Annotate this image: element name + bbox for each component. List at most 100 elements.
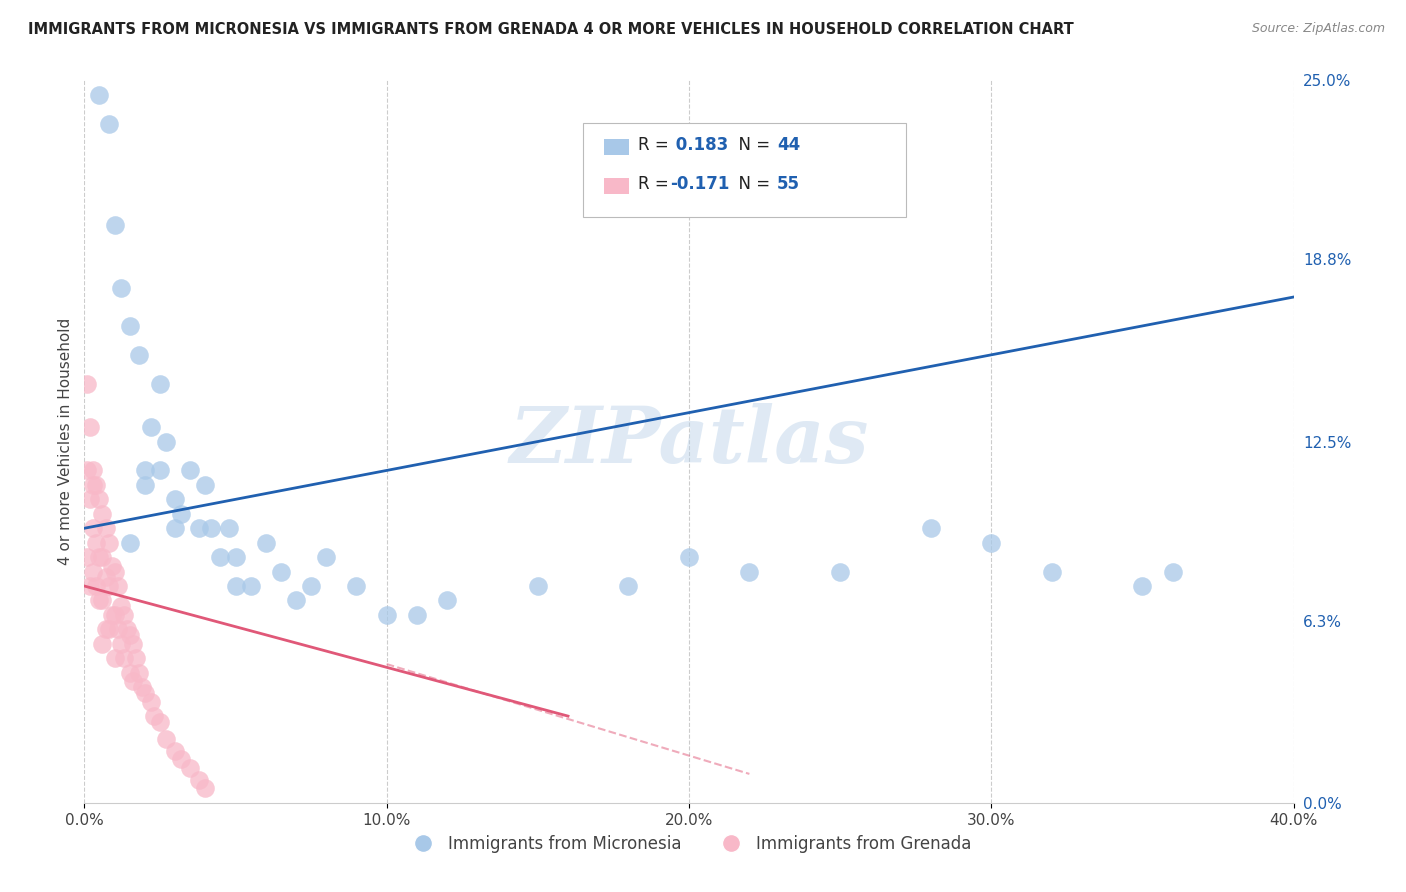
Point: [436, 593, 458, 607]
Point: [194, 781, 217, 796]
Point: [239, 579, 262, 593]
Point: [149, 463, 172, 477]
Point: [104, 565, 127, 579]
Point: [115, 623, 138, 637]
Point: [112, 651, 135, 665]
Point: [738, 565, 761, 579]
Point: [346, 579, 368, 593]
Point: [179, 761, 201, 775]
Point: [617, 579, 640, 593]
Text: 0.183: 0.183: [671, 136, 728, 154]
Text: Source: ZipAtlas.com: Source: ZipAtlas.com: [1251, 22, 1385, 36]
Point: [91, 593, 114, 607]
Point: [76, 550, 98, 565]
Point: [225, 579, 247, 593]
Point: [118, 318, 141, 333]
Point: [254, 535, 277, 549]
Text: IMMIGRANTS FROM MICRONESIA VS IMMIGRANTS FROM GRENADA 4 OR MORE VEHICLES IN HOUS: IMMIGRANTS FROM MICRONESIA VS IMMIGRANTS…: [28, 22, 1074, 37]
Point: [149, 376, 172, 391]
Point: [121, 637, 143, 651]
Point: [225, 550, 247, 565]
Legend: Immigrants from Micronesia, Immigrants from Grenada: Immigrants from Micronesia, Immigrants f…: [399, 828, 979, 860]
Point: [375, 607, 398, 622]
Point: [79, 420, 101, 434]
Point: [110, 637, 132, 651]
Point: [134, 686, 156, 700]
Point: [91, 507, 114, 521]
Point: [94, 570, 117, 584]
Point: [118, 628, 141, 642]
Point: [165, 744, 187, 758]
Point: [89, 593, 111, 607]
Text: R =: R =: [638, 136, 673, 154]
Point: [188, 521, 211, 535]
Y-axis label: 4 or more Vehicles in Household: 4 or more Vehicles in Household: [58, 318, 73, 566]
Point: [97, 117, 120, 131]
Point: [165, 521, 187, 535]
Point: [1161, 565, 1184, 579]
Point: [170, 752, 193, 766]
Point: [97, 623, 120, 637]
Point: [920, 521, 942, 535]
Point: [97, 535, 120, 549]
Point: [830, 565, 852, 579]
Point: [299, 579, 322, 593]
Point: [86, 535, 108, 549]
Point: [128, 348, 150, 362]
Point: [678, 550, 700, 565]
Point: [82, 565, 104, 579]
Text: 44: 44: [776, 136, 800, 154]
Point: [82, 463, 104, 477]
Point: [134, 463, 156, 477]
Point: [1040, 565, 1063, 579]
Point: [107, 623, 129, 637]
Point: [188, 772, 211, 787]
Text: -0.171: -0.171: [671, 175, 730, 193]
Point: [86, 478, 108, 492]
Point: [170, 507, 193, 521]
Point: [134, 478, 156, 492]
Point: [200, 521, 222, 535]
Point: [79, 492, 101, 507]
Point: [86, 579, 108, 593]
Point: [104, 651, 127, 665]
Point: [94, 623, 117, 637]
Point: [149, 714, 172, 729]
Point: [100, 558, 122, 573]
Point: [527, 579, 550, 593]
Point: [128, 665, 150, 680]
Point: [89, 87, 111, 102]
Point: [270, 565, 292, 579]
Point: [179, 463, 201, 477]
Point: [121, 674, 143, 689]
Point: [76, 376, 98, 391]
Text: R =: R =: [638, 175, 673, 193]
Point: [155, 434, 177, 449]
Point: [91, 637, 114, 651]
Point: [406, 607, 429, 622]
Point: [285, 593, 308, 607]
Point: [194, 478, 217, 492]
Point: [980, 535, 1002, 549]
Point: [89, 492, 111, 507]
Point: [76, 463, 98, 477]
Point: [110, 281, 132, 295]
Point: [97, 579, 120, 593]
Point: [118, 535, 141, 549]
Text: N =: N =: [728, 136, 775, 154]
Point: [110, 599, 132, 614]
Point: [139, 695, 162, 709]
Point: [94, 521, 117, 535]
Point: [104, 607, 127, 622]
Point: [89, 550, 111, 565]
Point: [79, 579, 101, 593]
Point: [315, 550, 337, 565]
Text: ZIPatlas: ZIPatlas: [509, 403, 869, 480]
Point: [139, 420, 162, 434]
Point: [142, 709, 165, 723]
Point: [131, 680, 153, 694]
Point: [104, 218, 127, 232]
Point: [82, 521, 104, 535]
Text: N =: N =: [728, 175, 775, 193]
Point: [125, 651, 148, 665]
